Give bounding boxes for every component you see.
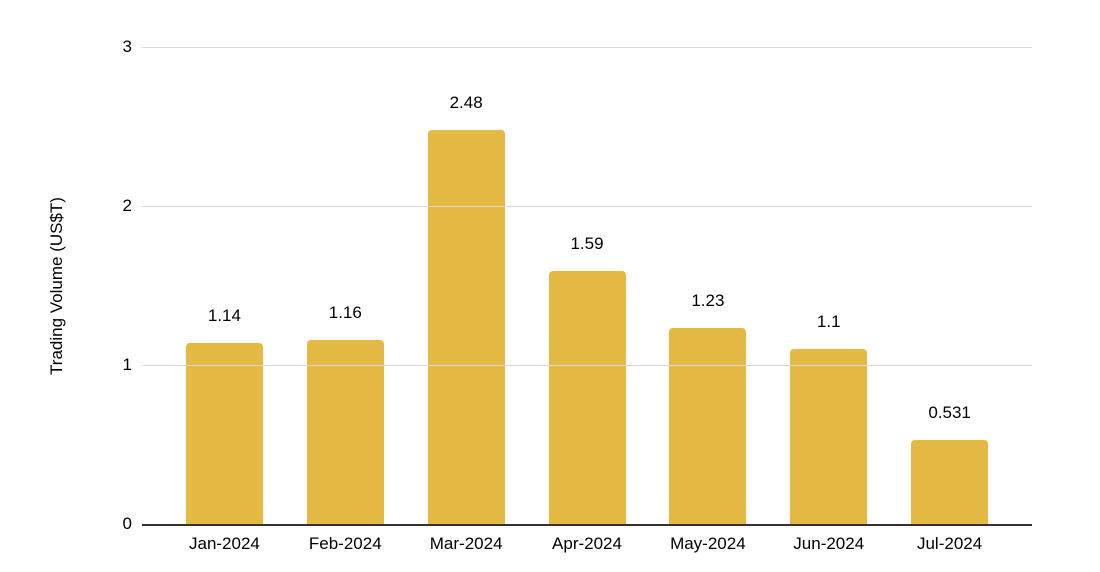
y-tick-label-3: 3	[122, 37, 132, 56]
y-tick-label-0: 0	[122, 514, 132, 533]
bar-Jul-2024[interactable]	[911, 439, 989, 524]
bar-Jan-2024[interactable]	[185, 342, 263, 524]
bar-slot-Feb-2024: 1.16	[285, 47, 406, 524]
bar-slot-Jun-2024: 1.1	[768, 47, 889, 524]
bar-Jun-2024[interactable]	[790, 349, 868, 524]
x-tick-label-May-2024: May-2024	[670, 534, 746, 553]
bar-value-label-Mar-2024: 2.48	[449, 92, 483, 112]
y-tick-label-1: 1	[122, 355, 132, 374]
x-tick-label-Apr-2024: Apr-2024	[552, 534, 622, 553]
x-axis-labels: Jan-2024 Feb-2024 Mar-2024 Apr-2024 May-2024…	[164, 533, 1010, 555]
bar-slot-Jan-2024: 1.14	[164, 47, 285, 524]
bar-value-label-Feb-2024: 1.16	[328, 302, 362, 322]
bar-slot-Apr-2024: 1.59	[527, 47, 648, 524]
bar-value-label-May-2024: 1.23	[691, 291, 725, 311]
bar-Feb-2024[interactable]	[306, 339, 384, 524]
bar-Apr-2024[interactable]	[548, 271, 626, 524]
x-tick-label-Jan-2024: Jan-2024	[188, 534, 260, 553]
bars-container: 1.14 1.16 2.48 1.59 1.23 1.1 0.531	[164, 47, 1010, 524]
x-axis-line	[142, 524, 1032, 526]
bar-Mar-2024[interactable]	[427, 129, 505, 524]
gridline-y-2	[142, 205, 1032, 207]
y-axis-title-container: Trading Volume (US$T)	[40, 47, 74, 524]
y-tick-label-2: 2	[122, 196, 132, 215]
bar-value-label-Jun-2024: 1.1	[816, 312, 841, 332]
bar-value-label-Apr-2024: 1.59	[570, 234, 604, 254]
x-tick-label-Jun-2024: Jun-2024	[793, 534, 865, 553]
bar-slot-Jul-2024: 0.531	[889, 47, 1010, 524]
bar-slot-May-2024: 1.23	[647, 47, 768, 524]
plot-area: 1.14 1.16 2.48 1.59 1.23 1.1 0.531	[142, 46, 1032, 526]
x-tick-label-Feb-2024: Feb-2024	[308, 534, 382, 553]
gridline-y-1	[142, 364, 1032, 366]
x-tick-label-Jul-2024: Jul-2024	[916, 534, 983, 553]
y-axis-title: Trading Volume (US$T)	[47, 196, 66, 375]
bar-value-label-Jan-2024: 1.14	[207, 305, 241, 325]
gridline-y-3	[142, 46, 1032, 48]
bar-May-2024[interactable]	[669, 328, 747, 524]
x-tick-label-Mar-2024: Mar-2024	[429, 534, 503, 553]
bar-value-label-Jul-2024: 0.531	[928, 402, 971, 422]
bar-slot-Mar-2024: 2.48	[406, 47, 527, 524]
